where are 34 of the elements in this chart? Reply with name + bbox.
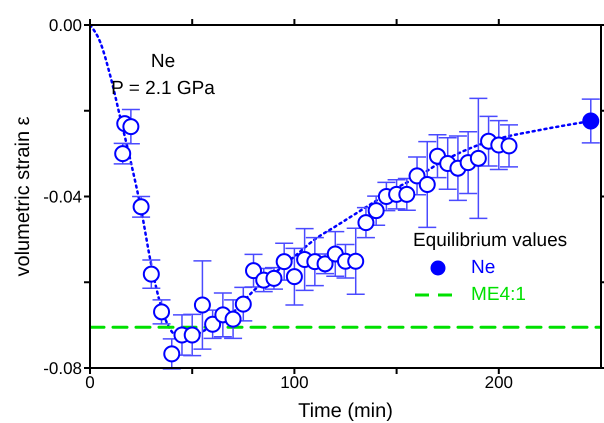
point (470, 150, 487, 167)
point (398, 186, 416, 203)
y-axis-title: volumetric strain ε (12, 116, 34, 277)
annotation: Ne (150, 50, 176, 74)
point (276, 253, 293, 270)
point (122, 118, 140, 136)
point (224, 310, 242, 328)
point (142, 266, 160, 283)
x-tick-label: 100 (280, 373, 309, 392)
point (582, 112, 600, 130)
point (357, 214, 374, 232)
x-tick-label: 200 (484, 373, 513, 392)
point (184, 326, 201, 344)
legend-label: ME4:1 (471, 283, 526, 307)
point (234, 296, 252, 313)
annotation: P = 2.1 GPa (110, 77, 216, 101)
point (347, 252, 364, 270)
point (163, 345, 180, 362)
point (204, 316, 222, 333)
legend-title: Equilibrium values (413, 229, 568, 253)
point (194, 296, 211, 314)
x-axis-title: Time (min) (298, 400, 393, 422)
y-tick-label: -0.04 (43, 188, 82, 207)
point (418, 176, 436, 193)
point (368, 202, 385, 220)
point (286, 268, 303, 286)
y-tick-label: -0.08 (43, 359, 82, 378)
point (408, 167, 426, 184)
y-tick-label: 0.00 (48, 16, 82, 36)
point (245, 262, 262, 280)
x-tick-label: 0 (85, 373, 95, 392)
point (500, 137, 518, 154)
point (153, 303, 170, 320)
legend-label: Ne (471, 256, 496, 280)
